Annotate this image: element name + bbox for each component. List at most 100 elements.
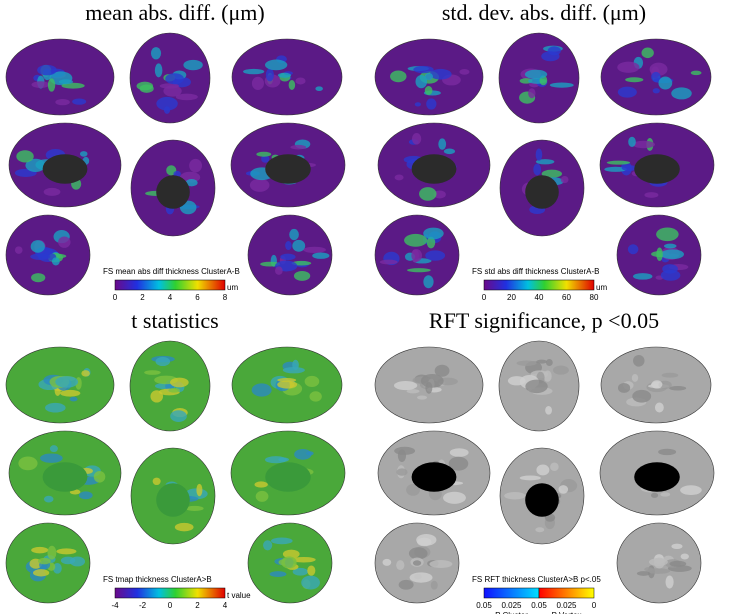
brain-patch — [43, 187, 61, 196]
brain-patch — [270, 537, 293, 545]
brain-patch — [550, 462, 559, 472]
panel: std. dev. abs. diff. (μm) FS std abs diff… — [374, 0, 715, 302]
panel-title: mean abs. diff. (μm) — [85, 0, 264, 25]
brain-patch — [269, 571, 287, 578]
brain-patch — [30, 240, 45, 253]
brain-patch — [417, 537, 432, 547]
brain-patch — [183, 59, 203, 71]
brain-patch — [660, 249, 685, 260]
brain-patch — [423, 275, 434, 289]
brain-patch — [45, 402, 66, 413]
brain-patch — [413, 65, 434, 74]
brain-patch — [650, 492, 659, 498]
brain-patch — [56, 548, 77, 555]
colorbar-tick: 0.025 — [556, 601, 577, 610]
brain-patch — [277, 377, 297, 383]
brain-view — [499, 447, 585, 545]
brain-patch — [415, 74, 428, 89]
brain-view — [230, 430, 346, 516]
brain-patch — [55, 376, 79, 388]
brain-patch — [55, 98, 70, 106]
colorbar-tick: 80 — [590, 293, 599, 302]
colorbar-tick: 20 — [507, 293, 516, 302]
brain-patch — [516, 360, 537, 366]
brain-patch — [411, 249, 423, 262]
brain-view — [498, 340, 580, 432]
brain-patch — [669, 560, 687, 567]
panel: RFT significance, p <0.05 FS RFT thicknes… — [374, 308, 715, 614]
colorbar-unit: um — [227, 283, 238, 292]
brain-patch — [301, 575, 320, 590]
brain-patch — [545, 358, 553, 366]
brain-patch — [644, 192, 659, 198]
brain-patch — [424, 72, 434, 81]
brain-patch — [396, 560, 405, 571]
brain-patch — [661, 372, 679, 378]
brain-patch — [255, 490, 269, 502]
brain-patch — [433, 190, 446, 199]
brain-view — [616, 214, 702, 296]
brain-view — [377, 122, 491, 208]
colorbar — [114, 587, 226, 599]
brain-patch — [547, 46, 561, 56]
brain-patch — [315, 86, 323, 92]
brain-patch — [280, 253, 296, 261]
brain-view — [600, 38, 712, 116]
brain-patch — [429, 68, 452, 80]
brain-patch — [545, 405, 553, 415]
colorbar-sublabel: P Vertex — [551, 611, 581, 614]
brain-patch — [16, 150, 34, 163]
colorbar — [483, 279, 595, 291]
colorbar-label: FS mean abs diff thickness ClusterA-B — [103, 267, 240, 276]
brain-patch — [519, 475, 541, 481]
brain-patch — [652, 88, 660, 94]
brain-patch — [651, 71, 661, 83]
colorbar-tick: 4 — [168, 293, 173, 302]
colorbar-tick: 40 — [535, 293, 544, 302]
brain-patch — [37, 557, 51, 565]
brain-patch — [651, 380, 663, 389]
brain-patch — [264, 59, 288, 71]
panel: mean abs. diff. (μm) FS mean abs diff thi… — [5, 0, 346, 302]
brain-patch — [680, 485, 702, 495]
brain-patch — [154, 63, 163, 78]
brain-patch — [196, 483, 203, 497]
brain-patch — [72, 98, 87, 105]
brain-patch — [632, 140, 655, 149]
brain-patch — [14, 246, 23, 254]
brain-view — [130, 139, 216, 237]
brain-patch — [185, 179, 198, 187]
brain-patch — [47, 545, 57, 560]
brain-patch — [292, 239, 306, 252]
brain-patch — [292, 567, 309, 576]
brain-view — [599, 430, 715, 516]
brain-patch — [304, 375, 320, 388]
brain-patch — [150, 47, 162, 60]
brain-patch — [174, 522, 194, 532]
brain-view — [616, 522, 702, 604]
brain-patch — [152, 477, 161, 486]
brain-patch — [163, 106, 171, 114]
brain-patch — [263, 540, 273, 551]
brain-patch — [165, 73, 184, 85]
brain-patch — [265, 68, 274, 82]
brain-view — [231, 38, 343, 116]
brain-patch — [18, 456, 38, 471]
brain-patch — [617, 382, 631, 393]
brain-view — [130, 447, 216, 545]
colorbar-tick: 8 — [223, 293, 228, 302]
brain-patch — [552, 365, 569, 375]
brain-patch — [265, 456, 287, 464]
brain-patch — [163, 85, 182, 97]
brain-patch — [420, 374, 444, 388]
brain-patch — [412, 560, 422, 566]
medial-wall — [265, 462, 311, 492]
brain-patch — [654, 402, 664, 413]
brain-patch — [47, 78, 56, 92]
brain-patch — [396, 468, 408, 476]
brain-patch — [37, 64, 57, 76]
brain-view — [374, 214, 460, 296]
brain-patch — [168, 388, 181, 393]
brain-patch — [261, 154, 270, 163]
